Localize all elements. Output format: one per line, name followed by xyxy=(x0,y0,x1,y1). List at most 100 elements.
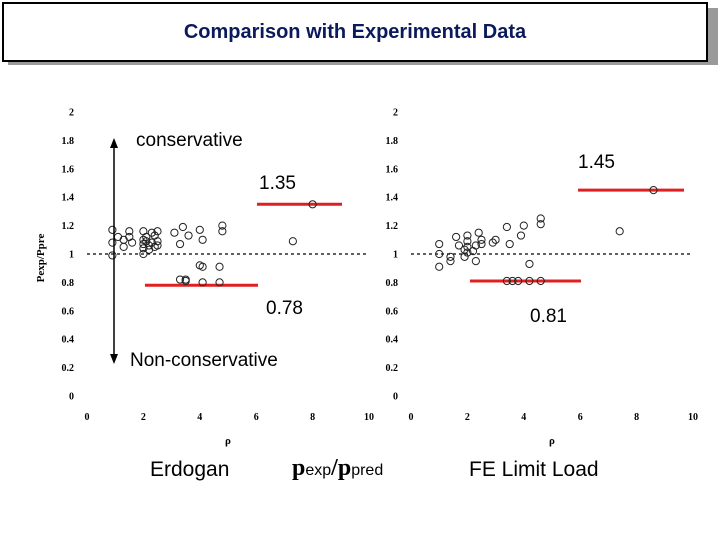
data-point xyxy=(108,225,117,234)
x-tick-label: 0 xyxy=(85,412,90,423)
data-point xyxy=(142,232,151,242)
y-tick-label: 1.2 xyxy=(62,221,75,232)
x-axis-label: ρ xyxy=(225,435,231,447)
y-tick-label: 0.4 xyxy=(386,335,399,346)
data-point xyxy=(178,222,187,232)
data-point xyxy=(435,239,444,249)
data-point xyxy=(218,221,227,230)
y-tick-label: 0.6 xyxy=(386,306,399,317)
data-point xyxy=(142,237,151,246)
data-point xyxy=(170,228,179,237)
x-tick-label: 8 xyxy=(634,412,639,423)
data-point xyxy=(615,227,624,236)
data-point xyxy=(463,237,472,246)
data-point xyxy=(536,214,545,223)
data-point xyxy=(525,259,534,269)
right-upper-bound-label: 1.45 xyxy=(578,152,615,173)
ratio-denominator-sub: pred xyxy=(351,462,384,479)
data-point xyxy=(505,239,514,249)
data-point xyxy=(525,276,534,286)
data-point xyxy=(184,231,193,240)
y-tick-label: 1.4 xyxy=(386,193,399,204)
data-point xyxy=(474,228,483,237)
x-tick-label: 10 xyxy=(688,412,698,423)
y-tick-label: 0.2 xyxy=(386,363,399,374)
y-tick-label: 0 xyxy=(393,392,398,403)
x-tick-label: 4 xyxy=(197,412,202,423)
x-tick-label: 4 xyxy=(521,412,526,423)
data-point xyxy=(139,239,148,249)
conservative-label: conservative xyxy=(136,130,243,151)
ratio-slash: / xyxy=(331,455,338,481)
fe-limit-load-label: FE Limit Load xyxy=(469,458,599,481)
y-tick-label: 1.8 xyxy=(62,136,75,147)
y-tick-label: 1.6 xyxy=(386,164,399,175)
y-tick-label: 0.4 xyxy=(62,335,75,346)
non-conservative-label: Non-conservative xyxy=(130,350,278,371)
data-point xyxy=(139,249,148,259)
data-point xyxy=(198,262,207,271)
data-point xyxy=(463,242,472,251)
y-tick-label: 0.8 xyxy=(62,278,75,289)
data-point xyxy=(471,257,480,266)
data-point xyxy=(460,252,469,261)
chart-left: 0 0.2 0.4 0.6 0.8 1 1.2 1.4 1.6 1.8 2 0 2 4 6 8 10 ρ Pexp/… xyxy=(35,108,374,448)
y-tick-label: 0.2 xyxy=(62,363,75,374)
y-tick-label: 0.6 xyxy=(62,306,75,317)
data-point xyxy=(463,231,472,240)
ratio-numerator: p xyxy=(292,455,306,481)
data-point xyxy=(147,228,156,237)
data-point xyxy=(198,278,207,287)
data-point xyxy=(514,276,523,286)
y-tick-label: 1.8 xyxy=(386,136,399,147)
ratio-label: pexp/ppred xyxy=(292,455,383,482)
data-point xyxy=(452,232,461,242)
data-point xyxy=(491,235,500,244)
data-point xyxy=(175,275,185,284)
data-point xyxy=(128,238,137,247)
erdogan-label: Erdogan xyxy=(150,458,230,481)
y-tick-label: 1.6 xyxy=(62,164,75,175)
data-point xyxy=(215,262,224,271)
y-tick-label: 2 xyxy=(69,108,74,119)
data-point xyxy=(215,278,224,287)
data-point xyxy=(195,225,204,234)
x-axis-label: ρ xyxy=(549,435,555,447)
data-point xyxy=(108,251,117,260)
y-tick-label: 0.8 xyxy=(386,278,399,289)
data-point xyxy=(536,220,545,229)
x-tick-label: 10 xyxy=(364,412,374,423)
x-tick-label: 0 xyxy=(409,412,414,423)
x-tick-label: 6 xyxy=(254,412,259,423)
chart-right: 00.20.40.60.811.21.41.61.820 2 4 6 8 10ρ xyxy=(386,108,699,448)
data-point xyxy=(125,227,134,236)
data-point xyxy=(446,257,455,266)
data-point xyxy=(308,200,317,209)
left-lower-bound-label: 0.78 xyxy=(266,298,303,319)
data-point xyxy=(108,238,117,247)
ratio-denominator: p xyxy=(337,455,352,481)
data-point xyxy=(218,227,227,236)
data-point xyxy=(153,237,162,246)
data-point xyxy=(649,186,658,195)
data-point xyxy=(536,276,545,286)
left-upper-bound-label: 1.35 xyxy=(259,173,296,194)
data-point xyxy=(477,235,486,244)
data-point xyxy=(153,241,162,250)
data-point xyxy=(463,248,472,257)
data-point xyxy=(198,235,207,244)
y-tick-label: 1 xyxy=(69,250,74,261)
right-lower-bound-label: 0.81 xyxy=(530,306,567,327)
data-point xyxy=(435,262,444,271)
y-tick-label: 1.2 xyxy=(386,221,399,232)
data-point xyxy=(288,237,297,246)
x-tick-label: 2 xyxy=(465,412,470,423)
x-tick-label: 2 xyxy=(141,412,146,423)
data-point xyxy=(477,239,486,249)
y-tick-label: 1 xyxy=(393,250,398,261)
data-point xyxy=(519,221,528,230)
ratio-numerator-sub: exp xyxy=(305,462,332,479)
data-point xyxy=(175,239,185,249)
data-point xyxy=(435,249,444,259)
slide-title: Comparison with Experimental Data xyxy=(183,20,527,43)
